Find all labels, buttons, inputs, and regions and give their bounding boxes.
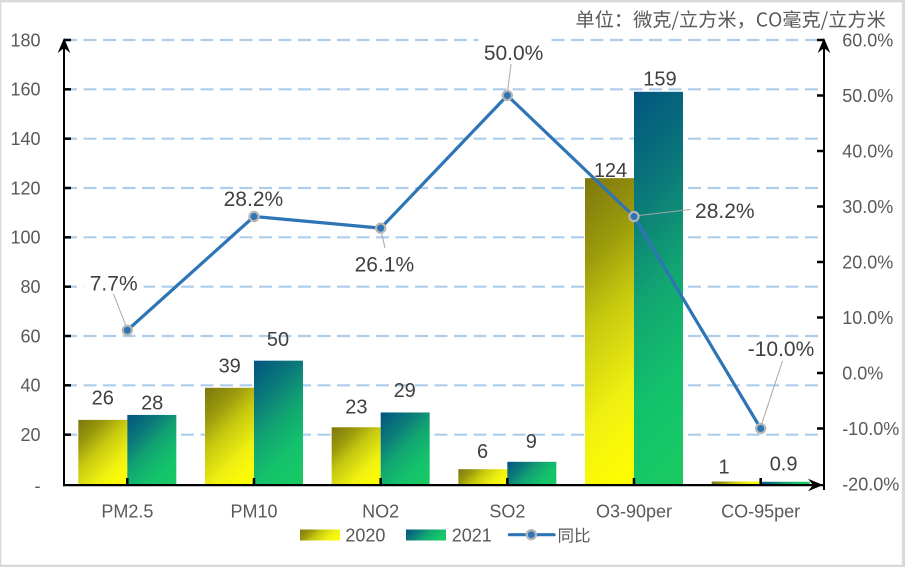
- svg-text:30.0%: 30.0%: [842, 197, 893, 217]
- svg-text:0.0%: 0.0%: [842, 363, 883, 383]
- svg-text:40: 40: [20, 376, 40, 396]
- svg-text:1: 1: [718, 456, 729, 478]
- svg-text:-10.0%: -10.0%: [842, 419, 899, 439]
- svg-text:180: 180: [10, 30, 40, 50]
- svg-text:28: 28: [141, 393, 163, 415]
- svg-text:100: 100: [10, 228, 40, 248]
- svg-text:39: 39: [219, 356, 241, 378]
- svg-text:20: 20: [20, 425, 40, 445]
- svg-text:NO2: NO2: [362, 502, 399, 522]
- svg-text:CO-95per: CO-95per: [721, 502, 800, 522]
- svg-text:40.0%: 40.0%: [842, 141, 893, 161]
- svg-text:120: 120: [10, 178, 40, 198]
- svg-text:140: 140: [10, 129, 40, 149]
- svg-text:6: 6: [477, 441, 488, 463]
- svg-text:20.0%: 20.0%: [842, 252, 893, 272]
- svg-text:-10.0%: -10.0%: [748, 338, 815, 361]
- svg-text:50.0%: 50.0%: [484, 42, 544, 65]
- svg-text:28.2%: 28.2%: [695, 200, 755, 223]
- svg-text:50.0%: 50.0%: [842, 86, 893, 106]
- svg-text:SO2: SO2: [489, 502, 525, 522]
- svg-text:23: 23: [345, 396, 367, 418]
- svg-text:2021: 2021: [452, 525, 492, 545]
- svg-text:80: 80: [20, 277, 40, 297]
- svg-text:60: 60: [20, 326, 40, 346]
- svg-text:26.1%: 26.1%: [355, 253, 415, 276]
- svg-text:28.2%: 28.2%: [224, 188, 284, 211]
- svg-text:10.0%: 10.0%: [842, 308, 893, 328]
- svg-text:29: 29: [394, 380, 416, 402]
- svg-text:50: 50: [267, 329, 289, 351]
- svg-text:PM2.5: PM2.5: [101, 502, 153, 522]
- svg-text:9: 9: [526, 431, 537, 453]
- svg-text:PM10: PM10: [230, 502, 277, 522]
- svg-text:O3-90per: O3-90per: [596, 502, 672, 522]
- svg-text:7.7%: 7.7%: [90, 272, 138, 295]
- svg-text:159: 159: [643, 68, 676, 90]
- svg-text:60.0%: 60.0%: [842, 30, 893, 50]
- svg-text:-20.0%: -20.0%: [842, 474, 899, 494]
- svg-text:0.9: 0.9: [770, 453, 798, 475]
- svg-text:26: 26: [92, 388, 114, 410]
- svg-text:2020: 2020: [345, 525, 385, 545]
- svg-text:-: -: [35, 476, 41, 496]
- svg-text:124: 124: [594, 160, 627, 182]
- svg-text:160: 160: [10, 80, 40, 100]
